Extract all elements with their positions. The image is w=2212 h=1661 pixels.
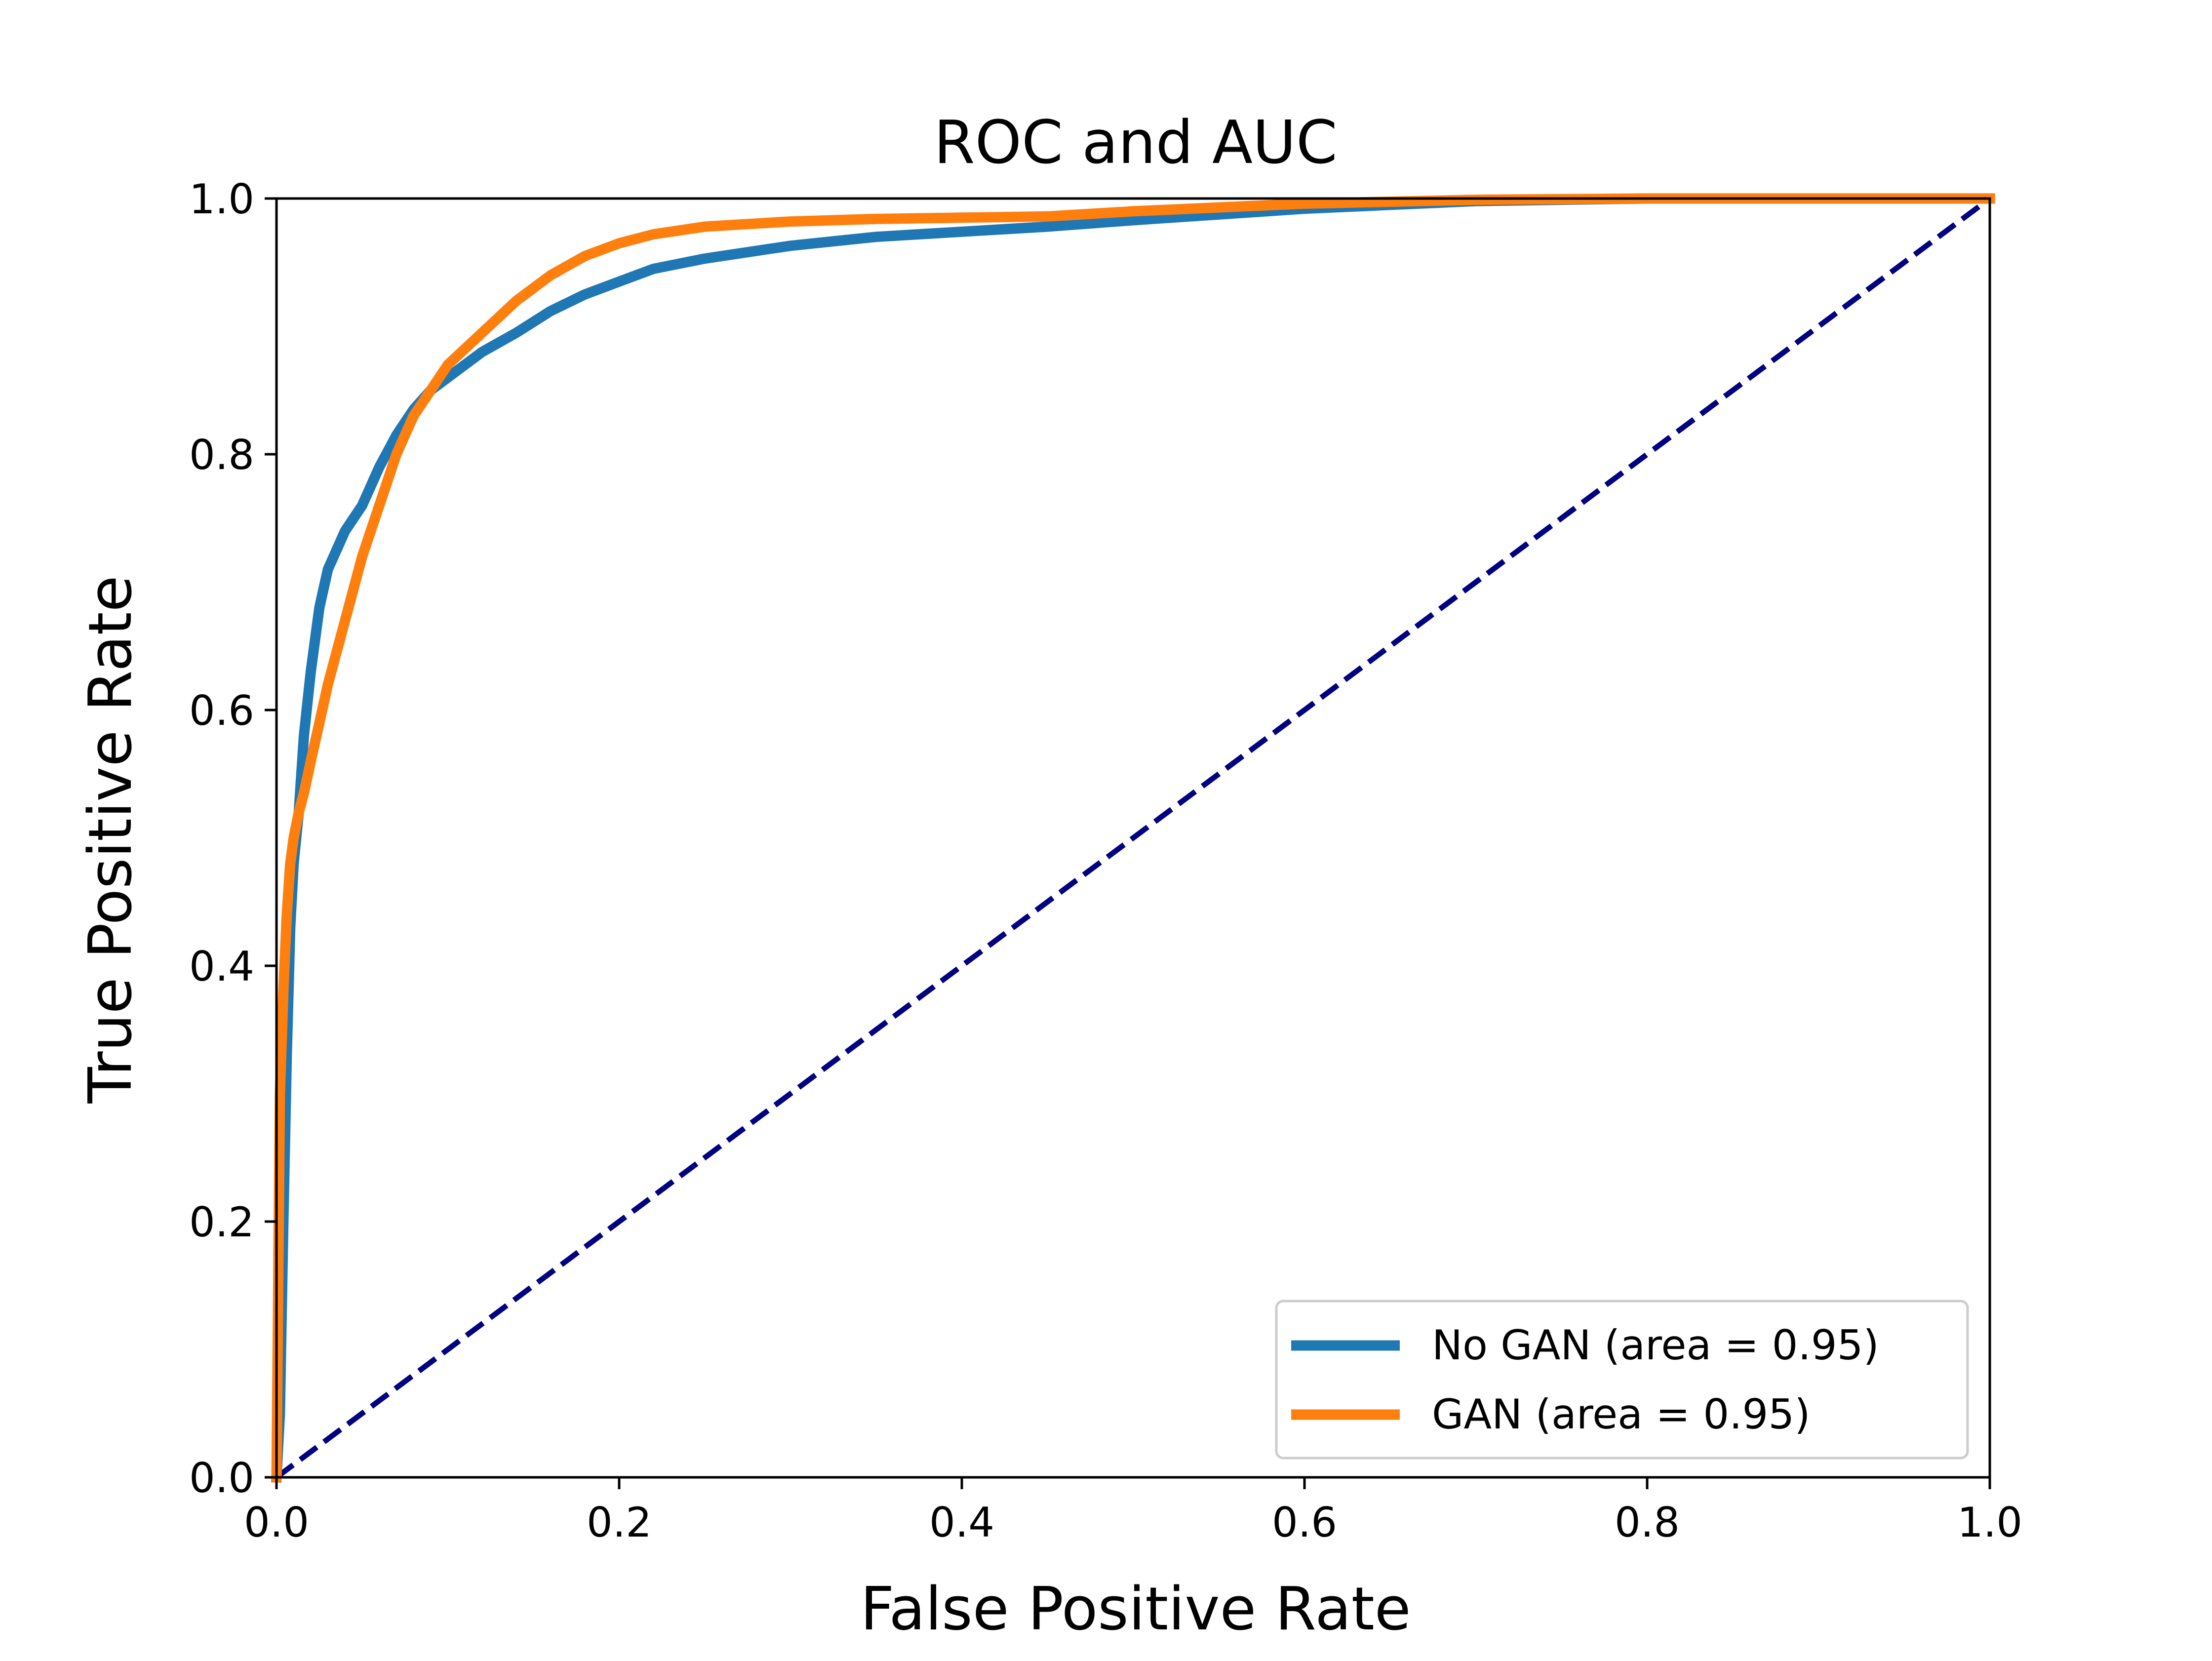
- axes-frame: [275, 197, 1991, 1479]
- y-tick-label: 0.8: [189, 431, 254, 479]
- x-tick-label: 0.2: [587, 1499, 652, 1546]
- y-tick-label: 0.4: [189, 943, 254, 990]
- x-tick-label: 0.8: [1615, 1499, 1680, 1546]
- legend: No GAN (area = 0.95) GAN (area = 0.95): [1275, 1300, 1969, 1460]
- series-line-gan: [271, 193, 1995, 1483]
- y-tick-label: 0.6: [189, 687, 254, 735]
- x-tick-label: 0.0: [244, 1499, 309, 1546]
- x-tick-label: 0.4: [929, 1499, 994, 1546]
- chart-title: ROC and AUC: [934, 109, 1337, 177]
- x-axis-label: False Positive Rate: [860, 1575, 1411, 1644]
- y-tick-label: 0.2: [189, 1198, 254, 1246]
- legend-box: [1275, 1300, 1969, 1460]
- y-tick-label: 0.0: [189, 1454, 254, 1502]
- x-tick-label: 1.0: [1957, 1499, 2022, 1546]
- plot-area: 0.0 0.2 0.4 0.6 0.8 1.0 0.0 0.2 0.4 0.6 0.8 1.0 No G…: [189, 175, 2022, 1546]
- x-tick-label: 0.6: [1272, 1499, 1337, 1546]
- legend-entry-gan-label: GAN (area = 0.95): [1432, 1390, 1811, 1438]
- legend-entry-no-gan-label: No GAN (area = 0.95): [1432, 1321, 1879, 1369]
- series-line-diagonal: [275, 196, 1992, 1480]
- y-axis-label: True Positive Rate: [77, 576, 145, 1104]
- y-tick-label: 1.0: [189, 175, 254, 223]
